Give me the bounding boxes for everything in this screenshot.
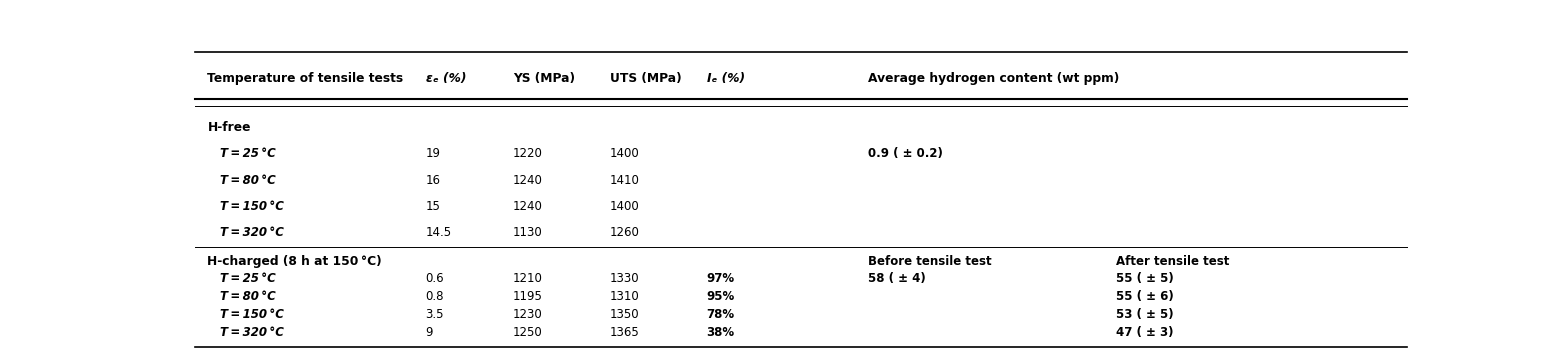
Text: 0.6: 0.6: [425, 272, 444, 285]
Text: 1350: 1350: [610, 308, 639, 321]
Text: 1230: 1230: [513, 308, 542, 321]
Text: 58 ( ± 4): 58 ( ± 4): [867, 272, 925, 285]
Text: 78%: 78%: [706, 308, 735, 321]
Text: T = 25 °C: T = 25 °C: [219, 272, 275, 285]
Text: Average hydrogen content (wt ppm): Average hydrogen content (wt ppm): [867, 72, 1119, 85]
Text: 97%: 97%: [706, 272, 735, 285]
Text: T = 80 °C: T = 80 °C: [219, 173, 275, 186]
Text: H-free: H-free: [208, 121, 252, 134]
Text: 53 ( ± 5): 53 ( ± 5): [1116, 308, 1174, 321]
Text: εₑ (%): εₑ (%): [425, 72, 466, 85]
Text: 1365: 1365: [610, 326, 639, 339]
Text: 1400: 1400: [610, 200, 639, 213]
Text: 1210: 1210: [513, 272, 542, 285]
Text: T = 320 °C: T = 320 °C: [219, 326, 283, 339]
Text: 95%: 95%: [706, 290, 735, 303]
Text: T = 25 °C: T = 25 °C: [219, 147, 275, 160]
Text: 1195: 1195: [513, 290, 542, 303]
Text: 1240: 1240: [513, 173, 542, 186]
Text: Iₑ (%): Iₑ (%): [706, 72, 744, 85]
Text: 38%: 38%: [706, 326, 735, 339]
Text: 1220: 1220: [513, 147, 542, 160]
Text: 1410: 1410: [610, 173, 639, 186]
Text: T = 80 °C: T = 80 °C: [219, 290, 275, 303]
Text: 1310: 1310: [610, 290, 639, 303]
Text: 1250: 1250: [513, 326, 542, 339]
Text: 19: 19: [425, 147, 441, 160]
Text: 1330: 1330: [610, 272, 639, 285]
Text: 1240: 1240: [513, 200, 542, 213]
Text: 55 ( ± 6): 55 ( ± 6): [1116, 290, 1174, 303]
Text: T = 150 °C: T = 150 °C: [219, 308, 283, 321]
Text: 1260: 1260: [610, 227, 639, 240]
Text: After tensile test: After tensile test: [1116, 255, 1230, 268]
Text: H-charged (8 h at 150 °C): H-charged (8 h at 150 °C): [208, 255, 381, 268]
Text: 9: 9: [425, 326, 433, 339]
Text: 15: 15: [425, 200, 441, 213]
Text: UTS (MPa): UTS (MPa): [610, 72, 681, 85]
Text: 0.9 ( ± 0.2): 0.9 ( ± 0.2): [867, 147, 942, 160]
Text: T = 320 °C: T = 320 °C: [219, 227, 283, 240]
Text: Temperature of tensile tests: Temperature of tensile tests: [208, 72, 403, 85]
Text: YS (MPa): YS (MPa): [513, 72, 575, 85]
Text: 47 ( ± 3): 47 ( ± 3): [1116, 326, 1174, 339]
Text: Before tensile test: Before tensile test: [867, 255, 991, 268]
Text: 16: 16: [425, 173, 441, 186]
Text: 14.5: 14.5: [425, 227, 452, 240]
Text: 55 ( ± 5): 55 ( ± 5): [1116, 272, 1174, 285]
Text: 0.8: 0.8: [425, 290, 444, 303]
Text: 1400: 1400: [610, 147, 639, 160]
Text: 1130: 1130: [513, 227, 542, 240]
Text: 3.5: 3.5: [425, 308, 444, 321]
Text: T = 150 °C: T = 150 °C: [219, 200, 283, 213]
